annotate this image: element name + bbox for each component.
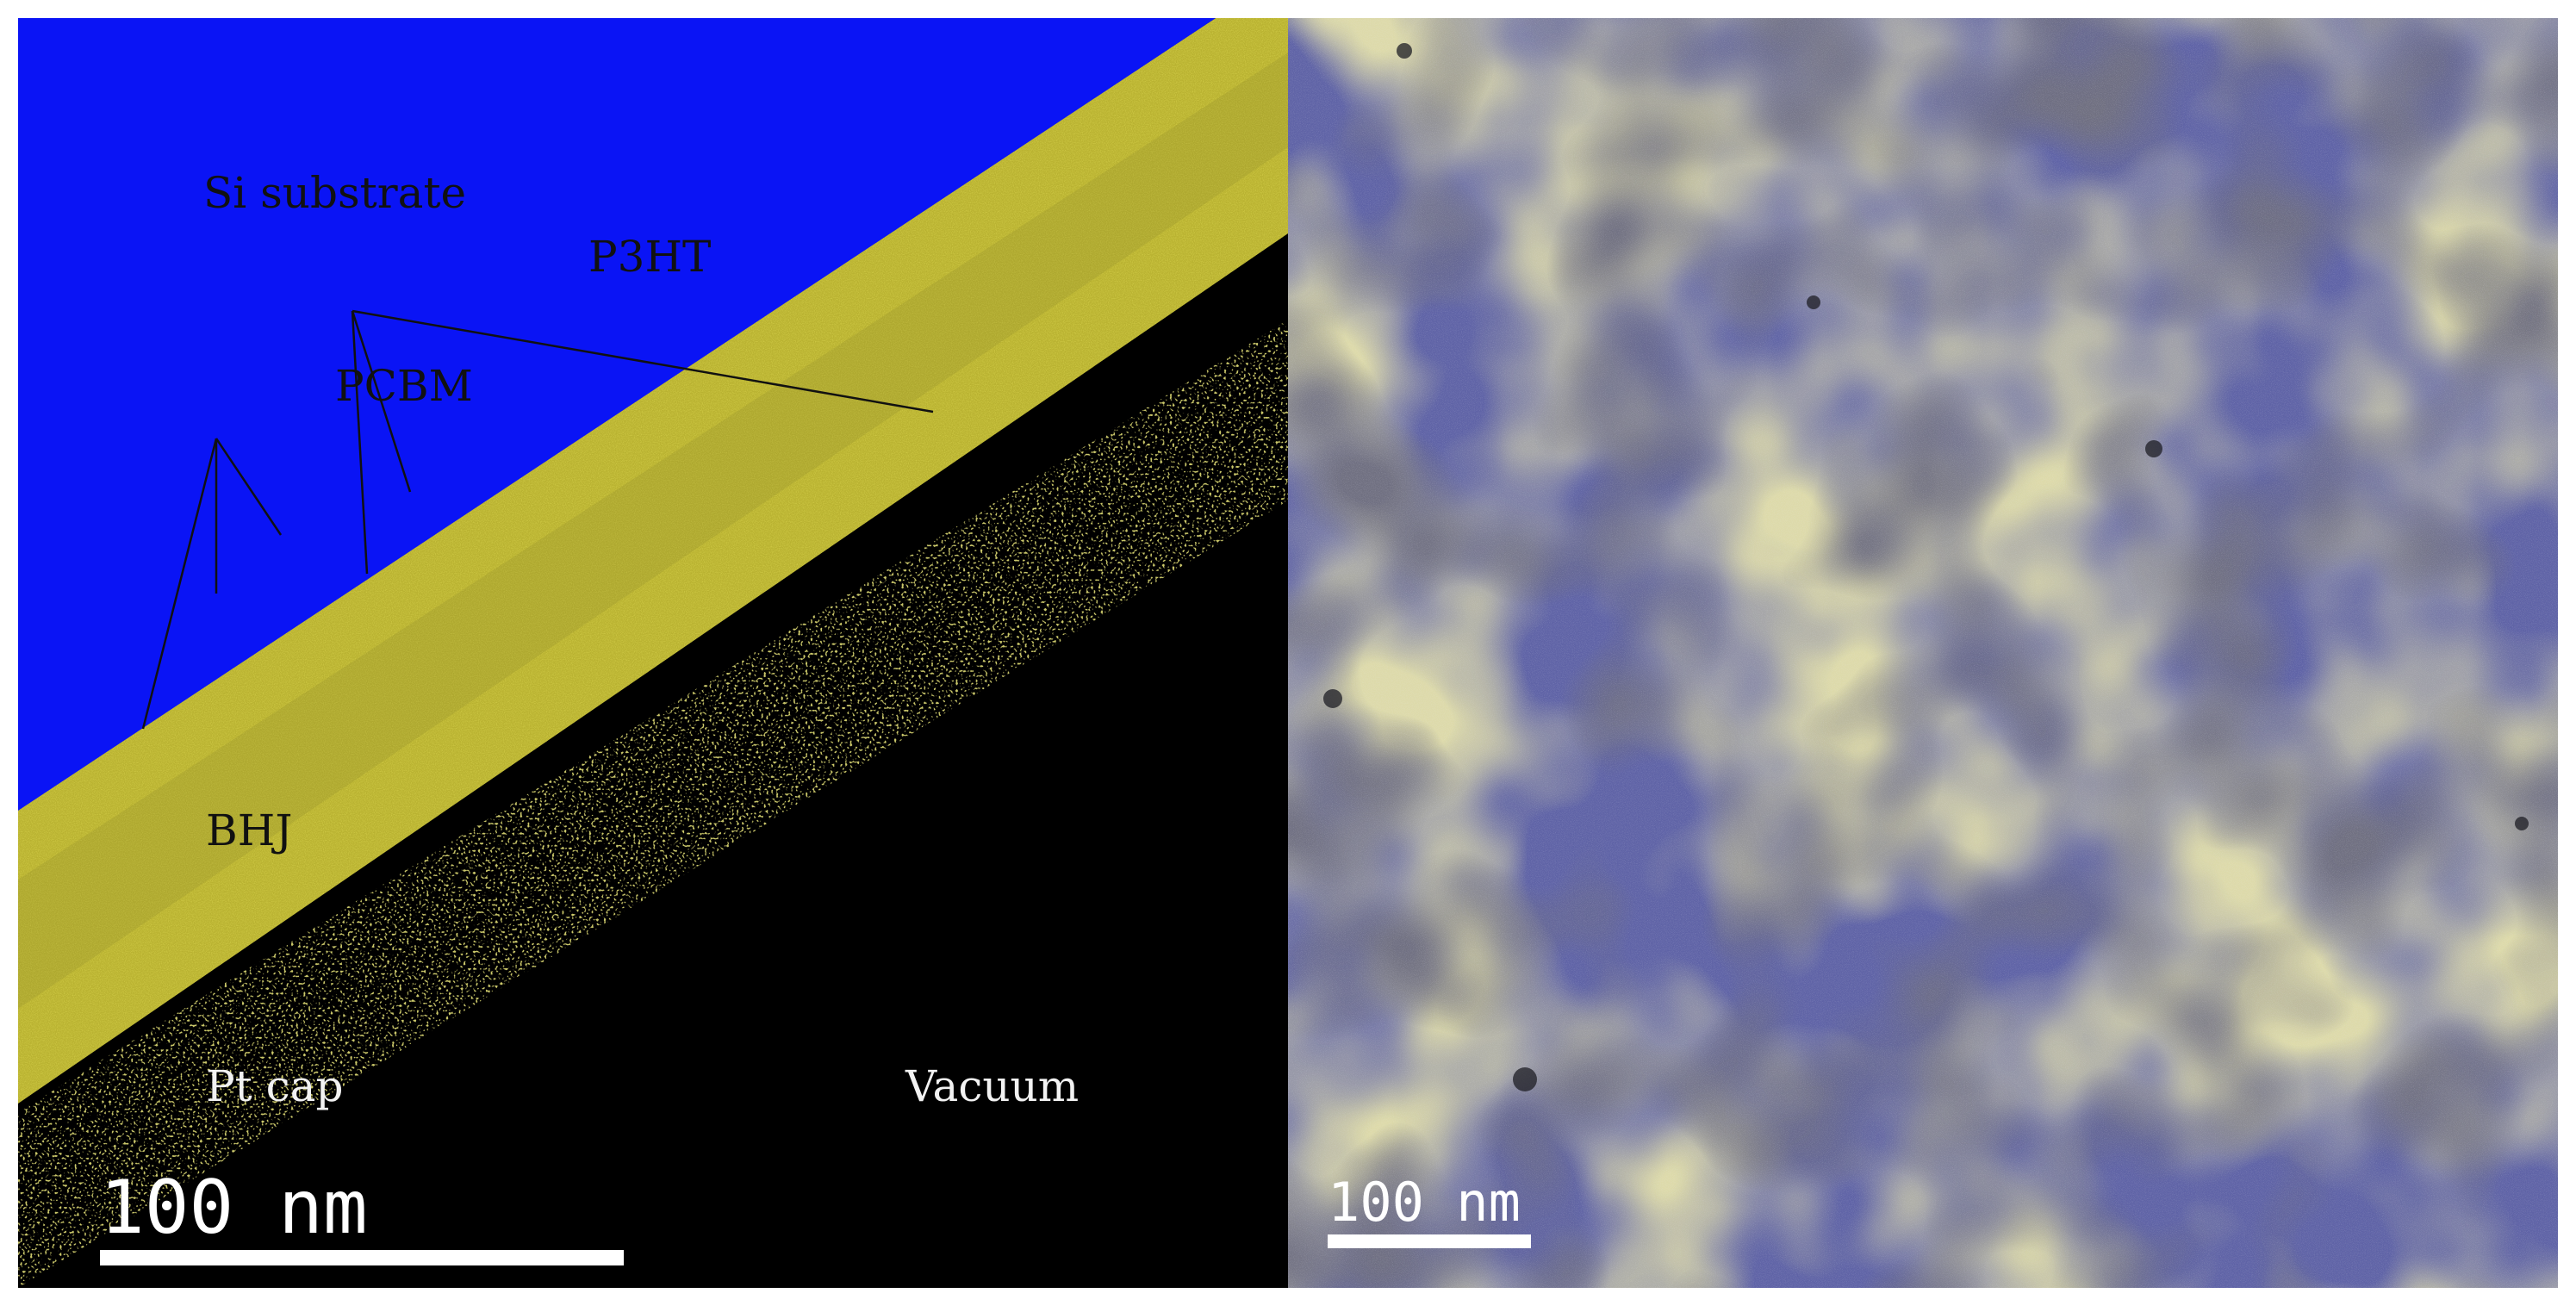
- pt-cap-label: Pt cap: [206, 1061, 344, 1111]
- si-substrate-label: Si substrate: [203, 168, 467, 218]
- annotation-lines: [141, 309, 934, 730]
- fine-grain-noise: [1288, 18, 2558, 1288]
- pt-cap-speckle: [18, 320, 1288, 1288]
- si-substrate-region: [18, 18, 1216, 811]
- cross-section-image: Si substrate P3HT PCBM BHJ Pt cap Vacuum…: [18, 18, 1288, 1288]
- pcbm-label: PCBM: [335, 361, 473, 411]
- bhj-label: BHJ: [206, 805, 293, 855]
- vacuum-label: Vacuum: [905, 1061, 1080, 1111]
- dark-spots: [1323, 43, 2529, 1091]
- p3ht-label: P3HT: [588, 232, 712, 282]
- bhj-zone: [18, 53, 1288, 1009]
- right-scale-bar: [1328, 1234, 1531, 1248]
- plan-view-image: 100 nm: [1288, 18, 2558, 1288]
- organic-layer-texture: [18, 18, 1288, 1104]
- left-scale-bar-label: 100 nm: [100, 1165, 368, 1251]
- plan-view-drawing: [1288, 18, 2558, 1288]
- left-scale-bar: [100, 1250, 624, 1265]
- cross-section-drawing: [18, 18, 1288, 1288]
- right-scale-bar-label: 100 nm: [1328, 1171, 1521, 1234]
